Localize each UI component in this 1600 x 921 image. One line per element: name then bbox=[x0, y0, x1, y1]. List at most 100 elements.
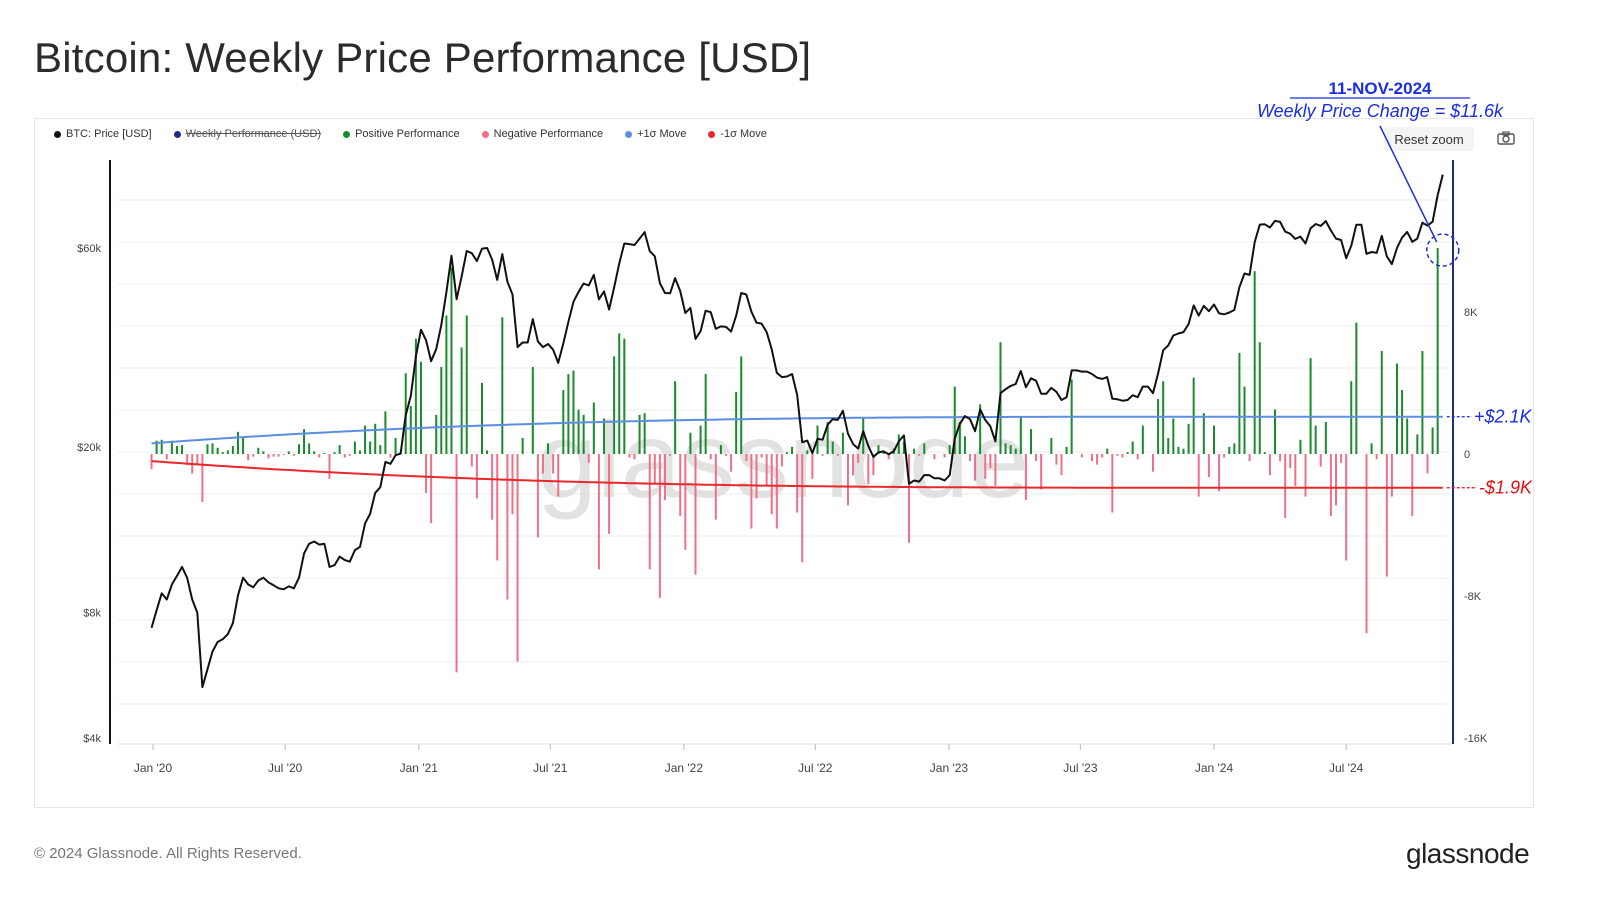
performance-bar bbox=[989, 454, 992, 469]
performance-bar bbox=[389, 454, 392, 458]
performance-bar bbox=[1167, 438, 1170, 454]
performance-bar bbox=[516, 454, 519, 662]
performance-bar bbox=[669, 454, 672, 456]
performance-bar bbox=[160, 439, 163, 454]
performance-bar bbox=[1233, 443, 1236, 454]
performance-bar bbox=[618, 333, 621, 454]
performance-bar bbox=[592, 402, 595, 454]
performance-bar bbox=[694, 454, 697, 575]
performance-bar bbox=[282, 454, 285, 455]
performance-bar bbox=[236, 431, 239, 454]
performance-bar bbox=[165, 454, 168, 460]
performance-bar bbox=[867, 454, 870, 485]
performance-bar bbox=[968, 454, 971, 462]
price-series-line bbox=[150, 174, 1444, 689]
grid-lines bbox=[118, 199, 1450, 705]
performance-bar bbox=[1197, 454, 1200, 497]
legend-item[interactable]: -1σ Move bbox=[708, 128, 767, 140]
performance-bar bbox=[724, 454, 727, 456]
performance-bar bbox=[1375, 454, 1378, 460]
performance-bar bbox=[1090, 454, 1093, 462]
legend-item[interactable]: +1σ Move bbox=[625, 128, 686, 140]
performance-bar bbox=[231, 446, 234, 454]
performance-bar bbox=[963, 436, 966, 454]
performance-bar bbox=[313, 451, 316, 454]
legend-label: Negative Performance bbox=[493, 128, 604, 140]
performance-bar bbox=[608, 454, 611, 534]
performance-bar bbox=[1096, 454, 1099, 465]
minus-sigma-line bbox=[151, 460, 1443, 489]
performance-bar bbox=[496, 454, 499, 561]
legend-label: BTC: Price [USD] bbox=[66, 128, 152, 140]
annotation-date: 11-NOV-2024 bbox=[1328, 79, 1432, 98]
performance-bar bbox=[857, 454, 860, 463]
performance-bar bbox=[1223, 454, 1226, 458]
performance-bar bbox=[1029, 429, 1032, 454]
legend-item[interactable]: BTC: Price [USD] bbox=[54, 128, 152, 140]
performance-bar bbox=[1324, 422, 1327, 454]
camera-icon[interactable] bbox=[1497, 131, 1515, 145]
performance-bar bbox=[1151, 454, 1154, 472]
performance-bar bbox=[1218, 454, 1221, 492]
legend-dot-icon bbox=[625, 130, 633, 138]
performance-bar bbox=[913, 448, 916, 454]
performance-bar bbox=[506, 454, 509, 600]
brand-logo: glassnode bbox=[1406, 838, 1530, 869]
performance-bar bbox=[826, 422, 829, 454]
performance-bar bbox=[419, 361, 422, 454]
performance-bar bbox=[1345, 454, 1348, 561]
performance-bar bbox=[1299, 439, 1302, 454]
legend-item[interactable]: Weekly Performance (USD) bbox=[173, 128, 322, 140]
performance-bar bbox=[907, 454, 910, 543]
x-axis-ticks: Jan '20 Jul '20 Jan '21 Jul '21 Jan '22 Jul '… bbox=[134, 744, 1364, 775]
performance-bar bbox=[1309, 358, 1312, 454]
performance-bar bbox=[272, 454, 275, 457]
performance-bar bbox=[216, 447, 219, 454]
plus-sigma-label: +$2.1K bbox=[1474, 407, 1533, 427]
x-tick-label: Jul '21 bbox=[533, 761, 568, 775]
performance-bar bbox=[430, 454, 433, 524]
performance-bar bbox=[811, 454, 814, 479]
performance-bar bbox=[1319, 454, 1322, 467]
performance-bar bbox=[1050, 438, 1053, 454]
performance-bar bbox=[933, 454, 936, 460]
annotation-pointer bbox=[1379, 125, 1438, 243]
performance-bar bbox=[414, 338, 417, 454]
legend-label: +1σ Move bbox=[637, 128, 687, 140]
performance-bar bbox=[974, 454, 977, 481]
performance-bar bbox=[409, 406, 412, 454]
performance-bar bbox=[1258, 342, 1261, 454]
legend-dot-icon bbox=[173, 130, 181, 138]
y-right-tick-label: -16K bbox=[1464, 733, 1488, 745]
legend-item[interactable]: Negative Performance bbox=[481, 128, 604, 140]
performance-bar bbox=[257, 447, 260, 454]
plus-sigma-line bbox=[151, 415, 1443, 445]
performance-bar bbox=[501, 317, 504, 454]
performance-bar bbox=[440, 367, 443, 454]
performance-bar bbox=[984, 454, 987, 479]
performance-bar bbox=[994, 454, 997, 486]
performance-bar bbox=[852, 454, 855, 476]
legend-item[interactable]: Positive Performance bbox=[343, 128, 460, 140]
reset-zoom-button[interactable]: Reset zoom bbox=[1384, 127, 1474, 151]
chart-frame bbox=[34, 118, 1534, 808]
annotations: 11-NOV-2024 Weekly Price Change = $11.6k +… bbox=[1257, 79, 1533, 498]
performance-bar bbox=[1426, 454, 1429, 474]
performance-bar bbox=[1019, 416, 1022, 454]
performance-bar bbox=[480, 383, 483, 454]
performance-bar bbox=[638, 414, 641, 454]
performance-bar bbox=[770, 454, 773, 515]
performance-bar bbox=[287, 451, 290, 454]
x-tick-label: Jan '21 bbox=[400, 761, 439, 775]
performance-bar bbox=[465, 315, 468, 454]
performance-bar bbox=[470, 454, 473, 467]
y-right-tick-label: -8K bbox=[1464, 591, 1482, 603]
performance-bar bbox=[1365, 454, 1368, 634]
performance-bar bbox=[511, 454, 514, 515]
performance-bar bbox=[577, 409, 580, 454]
chart-title: Bitcoin: Weekly Price Performance [USD] bbox=[34, 34, 812, 81]
performance-bar bbox=[242, 438, 245, 454]
performance-bar bbox=[338, 445, 341, 454]
legend-label: Weekly Performance (USD) bbox=[185, 128, 322, 140]
performance-bar bbox=[1004, 443, 1007, 454]
